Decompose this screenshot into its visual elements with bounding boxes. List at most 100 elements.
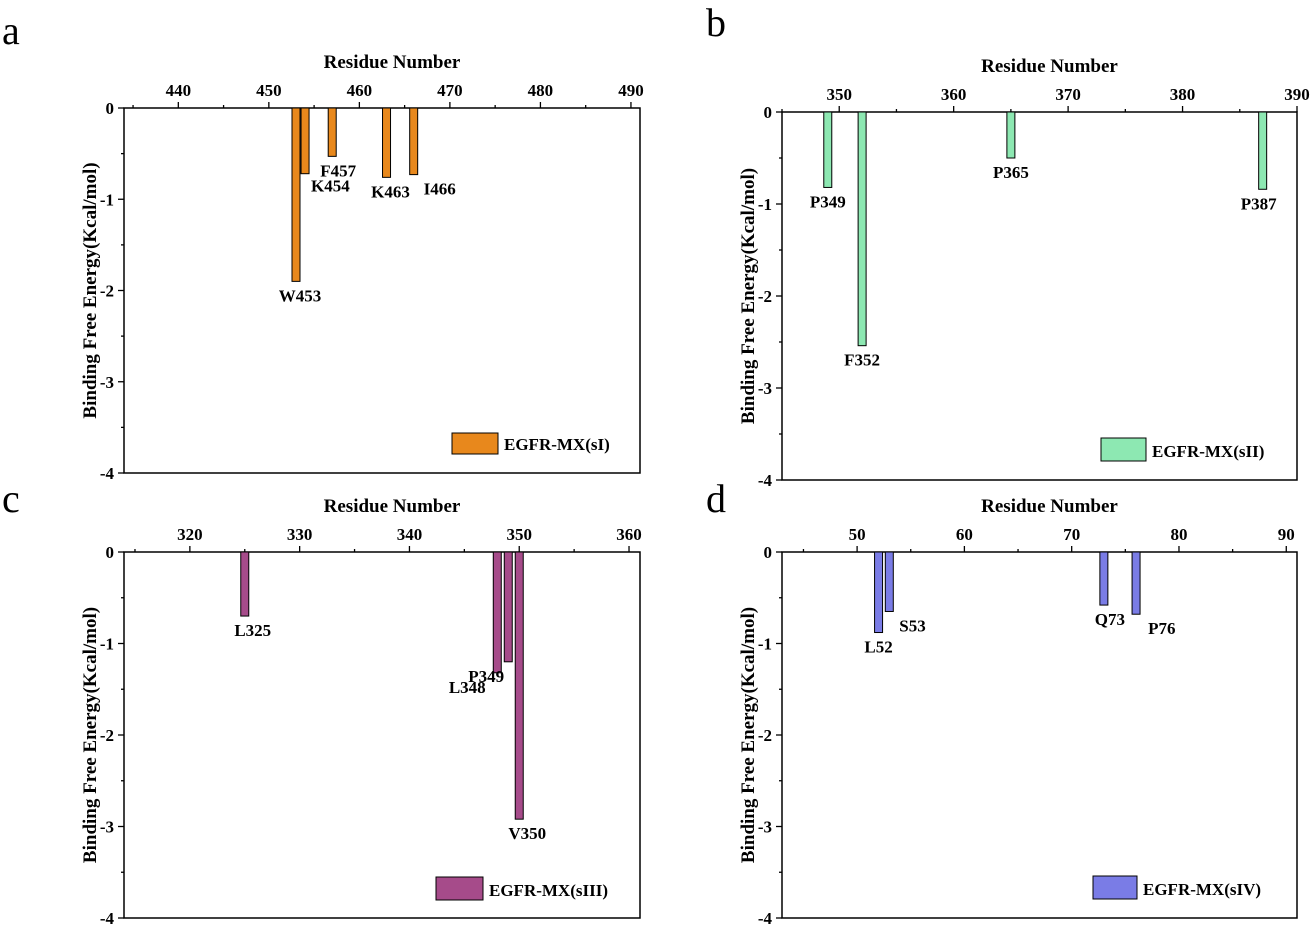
bar-label: P365 xyxy=(993,163,1029,182)
x-tick-label: 470 xyxy=(437,81,463,100)
bar-L325 xyxy=(240,551,250,617)
y-tick-label: -3 xyxy=(758,379,772,398)
chart-panel-d: d Residue Number 50 60 70 80 90 0 -1 -2 -3 -4 Bindin… xyxy=(706,476,1298,928)
bar-label: I466 xyxy=(424,180,456,199)
x-tick-label: 450 xyxy=(256,81,282,100)
bar-Q73 xyxy=(1099,551,1109,606)
y-tick-label: -1 xyxy=(100,190,114,209)
y-axis-title: Binding Free Energy(Kcal/mol) xyxy=(738,168,759,424)
y-tick-label: -3 xyxy=(758,818,772,837)
bar-label: L325 xyxy=(234,621,271,640)
y-tick-label: -4 xyxy=(100,464,115,483)
legend-label: EGFR-MX(sII) xyxy=(1152,442,1264,461)
bar-label: P387 xyxy=(1241,194,1277,213)
y-axis-title: Binding Free Energy(Kcal/mol) xyxy=(738,607,759,863)
legend-label: EGFR-MX(sIII) xyxy=(489,881,608,900)
bar-L52 xyxy=(874,551,884,634)
bar-label: S53 xyxy=(899,616,925,635)
x-tick-label: 320 xyxy=(177,525,203,544)
legend-label: EGFR-MX(sI) xyxy=(504,435,610,454)
bar-label: P76 xyxy=(1148,619,1175,638)
bar-label: F457 xyxy=(320,161,356,180)
y-tick-label: -3 xyxy=(100,818,114,837)
x-tick-label: 440 xyxy=(166,81,192,100)
x-tick-label: 350 xyxy=(506,525,532,544)
bar-label: L348 xyxy=(449,678,486,697)
bar-label: L52 xyxy=(864,638,892,657)
y-tick-label: -4 xyxy=(758,471,773,490)
y-tick-label: -2 xyxy=(758,726,772,745)
bar-label: F352 xyxy=(844,351,880,370)
panel-letter: b xyxy=(706,0,726,45)
chart-panel-c: c Residue Number 320 330 340 350 360 0 -1 -2 -3 -4 B… xyxy=(2,476,642,928)
bar-P365 xyxy=(1006,111,1016,159)
bar-label: Q73 xyxy=(1095,610,1125,629)
x-tick-label: 460 xyxy=(347,81,373,100)
bar-S53 xyxy=(884,551,894,612)
x-tick-label: 390 xyxy=(1284,85,1310,104)
x-tick-label: 90 xyxy=(1278,525,1295,544)
bar-P387 xyxy=(1258,111,1268,190)
y-tick-label: -3 xyxy=(100,373,114,392)
bar-label: P349 xyxy=(810,192,846,211)
x-tick-label: 340 xyxy=(397,525,423,544)
x-tick-label: 350 xyxy=(826,85,852,104)
x-tick-label: 480 xyxy=(528,81,554,100)
x-axis-title: Residue Number xyxy=(981,56,1118,77)
legend-swatch xyxy=(435,876,484,901)
panel-letter: a xyxy=(2,8,20,53)
bar-V350 xyxy=(514,551,524,820)
x-tick-label: 330 xyxy=(287,525,313,544)
x-tick-label: 490 xyxy=(618,81,644,100)
chart-panel-b: b Residue Number 350 360 370 380 390 0 -1 -2 -3 -4 B… xyxy=(706,0,1310,490)
y-tick-label: -1 xyxy=(758,635,772,654)
y-tick-label: 0 xyxy=(764,103,773,122)
bar-P76 xyxy=(1131,551,1141,615)
y-tick-label: -1 xyxy=(100,635,114,654)
plot-frame xyxy=(123,107,641,474)
legend-swatch xyxy=(1092,875,1138,900)
bar-label: P349 xyxy=(468,667,504,686)
legend-swatch xyxy=(451,432,499,455)
y-tick-label: -2 xyxy=(758,287,772,306)
chart-panel-a: a Residue Number 440 450 460 470 480 490 0 -1 -2 -3… xyxy=(2,8,644,483)
x-tick-label: 70 xyxy=(1063,525,1080,544)
panel-letter: d xyxy=(706,476,726,521)
x-tick-label: 60 xyxy=(956,525,973,544)
bar-K454 xyxy=(300,107,310,175)
bar-K463 xyxy=(382,107,392,178)
bar-F457 xyxy=(327,107,337,157)
plot-frame xyxy=(123,551,641,919)
y-tick-label: -4 xyxy=(100,909,115,928)
y-tick-label: 0 xyxy=(106,543,115,562)
legend-swatch xyxy=(1100,437,1147,462)
y-tick-label: -1 xyxy=(758,195,772,214)
legend-label: EGFR-MX(sIV) xyxy=(1143,880,1261,899)
y-tick-label: -2 xyxy=(100,282,114,301)
y-axis-title: Binding Free Energy(Kcal/mol) xyxy=(80,162,101,418)
x-axis-title: Residue Number xyxy=(324,52,461,73)
y-tick-label: -4 xyxy=(758,909,773,928)
bar-label: W453 xyxy=(279,286,322,305)
x-axis-title: Residue Number xyxy=(324,496,461,517)
x-tick-label: 360 xyxy=(941,85,967,104)
x-tick-label: 360 xyxy=(616,525,642,544)
x-tick-label: 80 xyxy=(1170,525,1187,544)
bar-F352 xyxy=(857,111,867,347)
bar-L348 xyxy=(492,551,502,674)
bar-label: K454 xyxy=(311,177,350,196)
x-tick-label: 380 xyxy=(1170,85,1196,104)
bar-W453 xyxy=(291,107,301,282)
bar-label: K463 xyxy=(371,182,410,201)
x-tick-label: 370 xyxy=(1055,85,1081,104)
y-tick-label: -2 xyxy=(100,726,114,745)
bar-P349 xyxy=(823,111,833,188)
y-tick-label: 0 xyxy=(106,99,115,118)
bar-label: V350 xyxy=(508,824,546,843)
plot-frame xyxy=(781,551,1298,919)
y-axis-title: Binding Free Energy(Kcal/mol) xyxy=(80,607,101,863)
bar-P349 xyxy=(503,551,513,663)
y-tick-label: 0 xyxy=(764,543,773,562)
bar-I466 xyxy=(409,107,419,176)
